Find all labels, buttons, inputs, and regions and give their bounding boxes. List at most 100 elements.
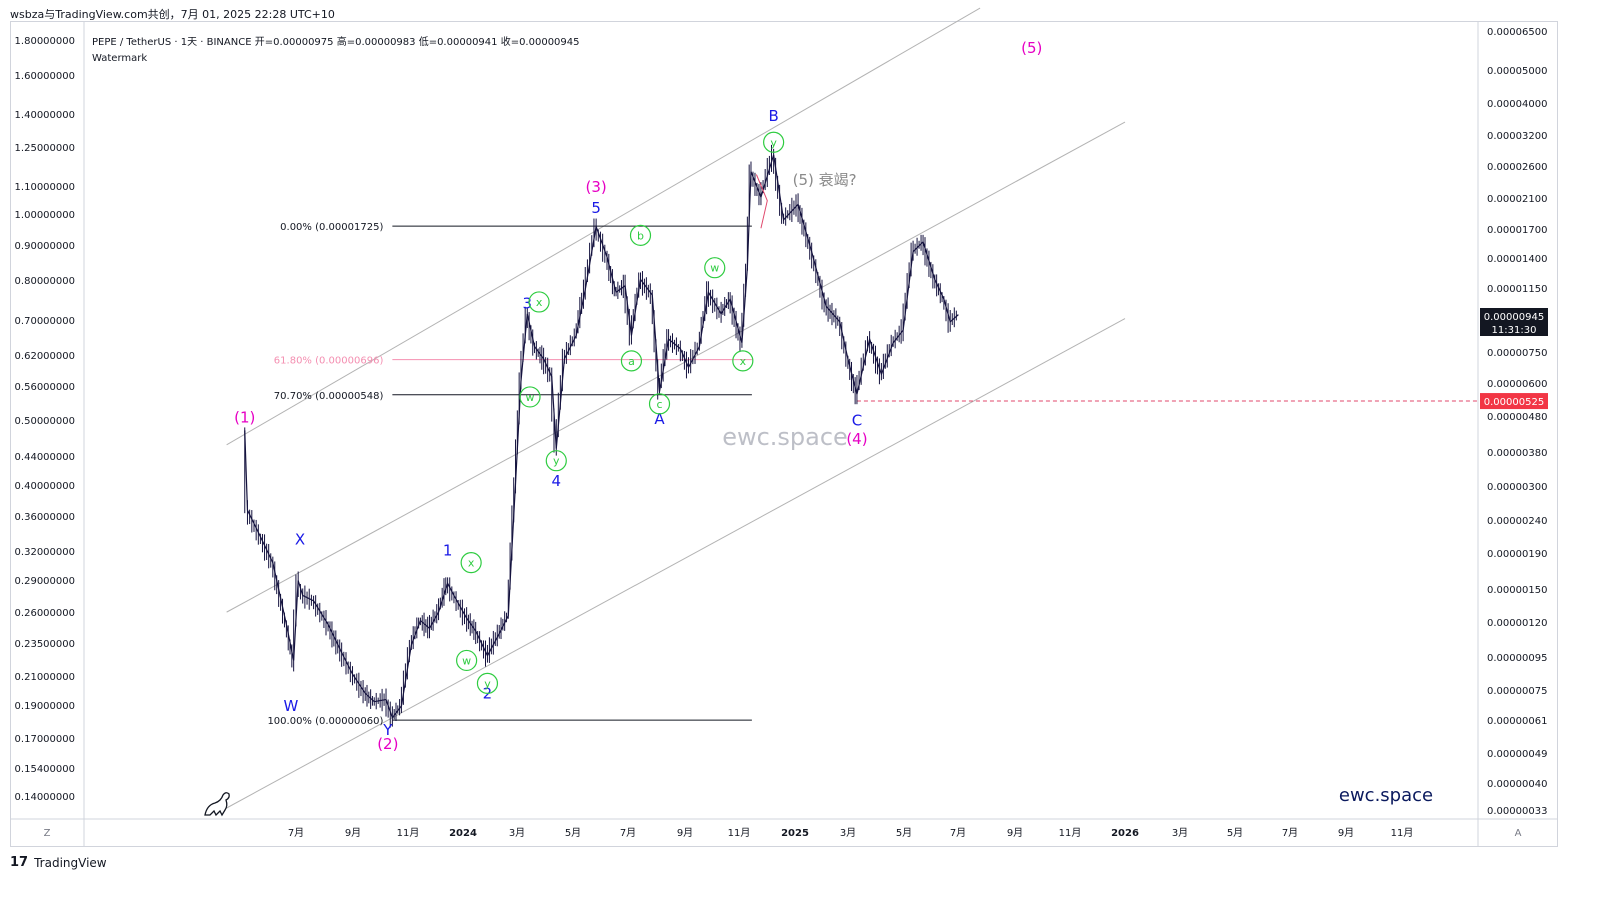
wave-label[interactable]: X [295,530,305,548]
right-axis-tick: 0.00000480 [1487,412,1547,423]
wave-label[interactable]: (5) [1021,39,1042,57]
left-axis-tick: 0.90000000 [15,241,75,252]
subwave-label[interactable]: w [710,262,719,275]
wave-label[interactable]: C [852,412,862,430]
wave-label[interactable]: (1) [234,408,255,426]
watermark-text: ewc.space [722,423,848,451]
time-axis-tick: 5月 [1227,827,1243,839]
time-axis-tick: 9月 [345,827,361,839]
wave-label[interactable]: 3 [523,294,533,312]
subwave-label[interactable]: x [740,355,747,368]
wave-label[interactable]: 5 [591,199,601,217]
wave-label[interactable]: 4 [552,472,562,490]
left-axis-tick: 1.25000000 [15,143,75,154]
right-axis-tick: 0.00001150 [1487,284,1547,295]
right-axis-tick: 0.00000190 [1487,549,1547,560]
subwave-label[interactable]: w [462,654,471,667]
subwave-label[interactable]: x [536,296,543,309]
left-axis-tick: 0.32000000 [15,547,75,558]
subwave-circle[interactable] [629,224,652,246]
wave-label[interactable]: Y [382,721,393,739]
left-axis-tick: 0.44000000 [15,452,75,463]
subwave-circle[interactable] [519,386,541,408]
wave-label[interactable]: (4) [846,430,867,448]
left-axis-tick: 1.10000000 [15,182,75,193]
time-axis-tick: 3月 [840,827,856,839]
subwave-label[interactable]: y [484,677,491,690]
subwave-circle[interactable] [763,131,785,153]
left-axis-tick: 0.26000000 [15,608,75,619]
right-axis-tick: 0.00000150 [1487,585,1547,596]
right-axis-tick: 0.00006500 [1487,27,1547,38]
right-axis-tick: 0.00003200 [1487,131,1547,142]
left-axis-tick: 0.23500000 [15,639,75,650]
time-axis-tick: 7月 [950,827,966,839]
channel-line[interactable] [226,121,1126,613]
left-axis-tick: 0.36000000 [15,512,75,523]
right-axis-tick: 0.00001700 [1487,225,1547,236]
level-price-tag[interactable] [1480,393,1548,410]
subwave-circle[interactable] [704,257,726,279]
ohlc-legend: PEPE / TetherUS · 1天 · BINANCE 开=0.00000… [92,35,580,48]
time-axis-tick: 9月 [1338,827,1354,839]
subwave-circle[interactable] [620,350,643,372]
right-axis-tick: 0.00004000 [1487,99,1547,110]
subwave-circle[interactable] [545,450,567,472]
price-line[interactable] [244,154,959,719]
time-axis-tick: 3月 [1172,827,1188,839]
left-axis-tick: 0.40000000 [15,481,75,492]
time-axis-tick: 11月 [1391,827,1414,839]
subwave-label[interactable]: y [770,136,777,149]
fib-level-label: 70.70% (0.00000548) [274,391,384,402]
wave-label[interactable]: 1 [443,542,453,560]
subwave-label[interactable]: x [468,557,475,570]
tradingview-logo-text: TradingView [34,855,107,870]
time-axis-tick: 7月 [620,827,636,839]
left-axis-tick: 0.70000000 [15,316,75,327]
wave-label[interactable]: B [768,107,778,125]
wave-label[interactable]: W [284,697,299,715]
right-axis-tick: 0.00000300 [1487,482,1547,493]
subwave-circle[interactable] [476,672,499,694]
right-axis-tick: 0.00000120 [1487,618,1547,629]
fib-level-label: 61.80% (0.00000696) [274,356,384,367]
left-axis-tick: 0.19000000 [15,701,75,712]
exhaustion-annotation[interactable]: (5) 衰竭? [793,171,857,189]
left-axis-tick: 0.50000000 [15,416,75,427]
channel-line[interactable] [226,318,1126,809]
time-axis-tick: 11月 [397,827,420,839]
left-axis-tick: 0.17000000 [15,734,75,745]
right-axis-tick: 0.00002600 [1487,162,1547,173]
left-axis-tick: 1.40000000 [15,110,75,121]
wave-label[interactable]: A [654,410,665,428]
time-axis-tick: 11月 [1059,827,1082,839]
wave-label[interactable]: (3) [585,178,606,196]
subwave-label[interactable]: a [628,355,635,368]
subwave-circle[interactable] [648,393,671,415]
subwave-circle[interactable] [460,552,482,574]
subwave-label[interactable]: w [526,391,535,404]
right-axis-tick: 0.00000240 [1487,516,1547,527]
time-axis-tick: 11月 [728,827,751,839]
subwave-label[interactable]: b [637,229,644,242]
dinosaur-icon[interactable] [204,792,230,817]
subwave-circle[interactable] [456,649,478,672]
time-axis-tick: 9月 [1007,827,1023,839]
tradingview-footer[interactable]: 17 TradingView [10,855,107,870]
right-axis-tick: 0.00002100 [1487,194,1547,205]
chart-title: wsbza与TradingView.com共创，7月 01, 2025 22:2… [10,8,335,21]
left-axis-tick: 1.80000000 [15,36,75,47]
brand-text: ewc.space [1339,785,1433,806]
left-axis-tick: 1.00000000 [15,210,75,221]
time-axis-tick: 2024 [449,828,477,839]
subwave-circle[interactable] [732,350,754,372]
subwave-circle[interactable] [528,291,550,313]
time-axis-tick: 2025 [781,828,809,839]
subwave-label[interactable]: c [656,398,662,411]
fib-level-label: 0.00% (0.00001725) [280,222,383,233]
last-price-tag[interactable] [1480,308,1548,336]
bar-countdown: 11:31:30 [1492,325,1537,336]
wave-label[interactable]: (2) [377,735,398,753]
subwave-label[interactable]: y [553,455,560,468]
